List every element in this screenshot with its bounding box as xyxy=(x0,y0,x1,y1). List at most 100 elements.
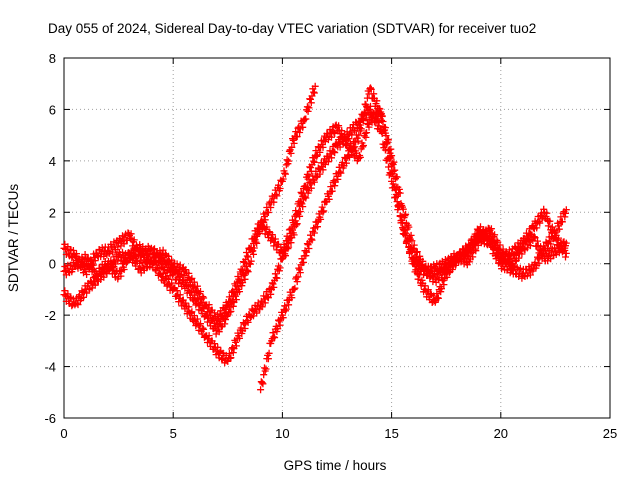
series-tuo2-c xyxy=(257,84,570,394)
data-point xyxy=(246,244,254,252)
data-point xyxy=(232,342,240,350)
data-point xyxy=(138,246,146,254)
data-point xyxy=(425,269,433,276)
data-point xyxy=(431,275,439,283)
data-point xyxy=(265,349,273,357)
data-point xyxy=(293,278,301,286)
data-point xyxy=(287,149,295,157)
data-point xyxy=(221,320,229,328)
data-point xyxy=(241,262,249,270)
data-point xyxy=(381,123,389,131)
data-point xyxy=(247,257,255,265)
data-point xyxy=(270,333,278,341)
data-point xyxy=(311,82,319,90)
data-point xyxy=(346,140,354,148)
y-tick-label: 8 xyxy=(49,51,56,66)
data-point xyxy=(287,230,295,237)
data-point xyxy=(312,147,320,155)
data-point xyxy=(404,235,412,243)
data-point xyxy=(282,245,289,253)
data-point xyxy=(236,334,243,342)
data-point xyxy=(185,303,193,311)
data-point xyxy=(269,280,277,288)
data-point xyxy=(244,268,252,276)
data-point xyxy=(512,244,520,252)
data-point xyxy=(198,298,206,306)
data-point xyxy=(296,197,304,205)
data-point xyxy=(544,222,552,230)
data-point xyxy=(330,148,338,156)
data-point xyxy=(173,287,181,295)
data-point xyxy=(250,250,257,258)
data-point xyxy=(159,269,167,277)
axes: 0 5 10 15 20 25 -6 -4 -2 0 2 4 6 8 xyxy=(44,51,617,441)
y-tick-label: 4 xyxy=(49,154,56,169)
data-point xyxy=(270,283,278,291)
data-point xyxy=(314,223,321,231)
data-point xyxy=(307,95,314,103)
data-point xyxy=(310,229,318,237)
data-point xyxy=(120,266,128,273)
data-point xyxy=(139,243,147,250)
data-point xyxy=(391,166,399,174)
data-point xyxy=(515,254,523,262)
data-point xyxy=(480,233,488,241)
data-point xyxy=(367,85,375,93)
data-point xyxy=(310,157,318,165)
data-point xyxy=(338,127,346,135)
data-point xyxy=(533,224,541,232)
data-point xyxy=(222,305,229,313)
y-tick-label: -6 xyxy=(44,411,56,426)
data-point xyxy=(271,270,279,278)
data-point xyxy=(144,249,152,257)
data-point xyxy=(487,225,495,233)
data-point xyxy=(558,218,566,226)
data-point xyxy=(401,226,409,234)
data-point xyxy=(363,129,371,137)
data-point xyxy=(76,262,84,270)
data-point xyxy=(290,286,298,293)
data-point xyxy=(122,259,130,267)
data-point xyxy=(94,252,101,260)
data-point xyxy=(410,241,418,249)
data-point xyxy=(313,173,321,181)
data-point xyxy=(518,250,526,258)
data-point xyxy=(406,243,414,251)
data-point xyxy=(117,272,125,280)
data-point xyxy=(110,263,118,270)
data-point xyxy=(328,154,335,162)
data-point xyxy=(143,264,151,272)
data-point xyxy=(285,157,293,165)
data-point xyxy=(305,104,313,112)
data-point xyxy=(310,88,318,96)
data-point xyxy=(407,244,415,252)
data-point xyxy=(168,256,176,264)
data-point xyxy=(496,241,504,249)
data-point xyxy=(360,115,367,123)
data-point xyxy=(237,265,245,273)
data-point xyxy=(388,162,396,170)
data-point xyxy=(543,209,551,217)
chart-title: Day 055 of 2024, Sidereal Day-to-day VTE… xyxy=(48,21,536,36)
data-point xyxy=(540,205,548,213)
data-point xyxy=(499,245,507,253)
data-point xyxy=(281,244,289,251)
data-point xyxy=(289,136,297,144)
data-point xyxy=(547,240,555,248)
data-point xyxy=(392,184,400,192)
data-point xyxy=(116,267,124,275)
data-point xyxy=(526,266,534,274)
data-point xyxy=(356,153,364,161)
data-point xyxy=(319,166,327,174)
x-tick-label: 25 xyxy=(603,426,617,441)
data-point xyxy=(398,216,406,224)
data-point xyxy=(536,219,544,227)
data-point xyxy=(227,354,235,362)
data-point xyxy=(536,246,544,254)
data-point xyxy=(185,269,193,277)
data-point xyxy=(80,261,87,269)
data-point xyxy=(330,128,338,136)
data-point xyxy=(307,180,314,188)
data-point xyxy=(261,364,268,372)
